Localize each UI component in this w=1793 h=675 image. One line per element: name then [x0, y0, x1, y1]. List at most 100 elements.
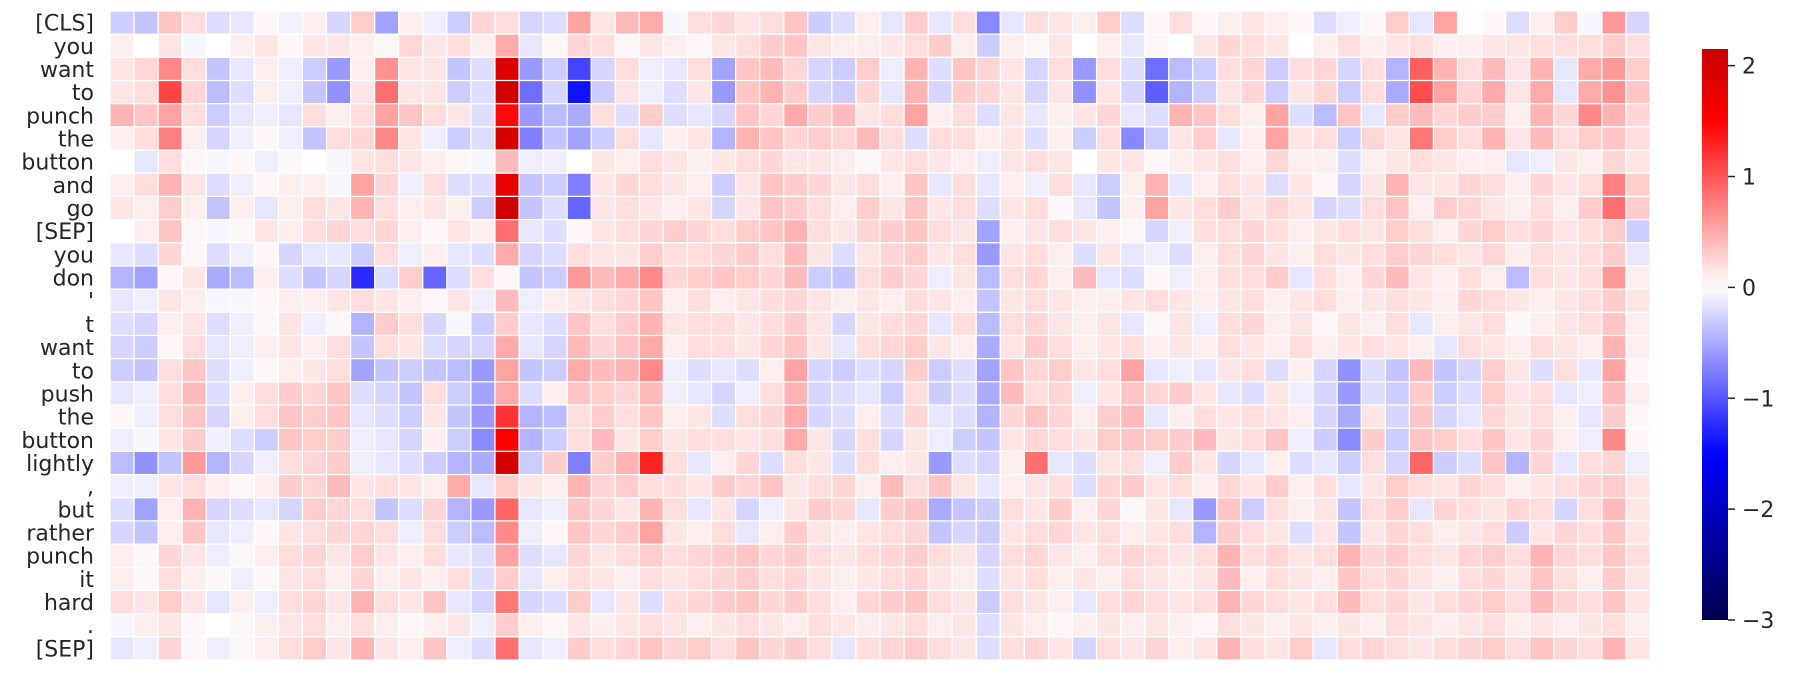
heatmap-cell: [855, 10, 881, 35]
heatmap-cell: [735, 589, 761, 615]
heatmap-cell: [229, 56, 255, 82]
heatmap-cell: [614, 566, 640, 592]
heatmap-cell: [470, 311, 496, 337]
heatmap-cell: [350, 149, 376, 174]
heatmap-cell: [446, 450, 472, 476]
heatmap-cell: [1192, 195, 1218, 221]
heatmap-cell: [374, 311, 400, 337]
heatmap-cell: [735, 219, 761, 244]
heatmap-cell: [1505, 219, 1531, 244]
heatmap-cell: [999, 79, 1025, 105]
heatmap-cell: [1216, 195, 1242, 221]
heatmap-cell: [710, 381, 737, 406]
heatmap-cell: [253, 242, 280, 267]
heatmap-cell: [566, 381, 592, 406]
heatmap-cell: [1625, 450, 1651, 476]
heatmap-cell: [542, 10, 568, 35]
row-label: but: [57, 498, 94, 523]
heatmap-cell: [590, 404, 616, 429]
heatmap-cell: [301, 79, 328, 105]
heatmap-cell: [494, 334, 520, 360]
heatmap-cell: [325, 195, 352, 221]
heatmap-cell: [181, 10, 207, 35]
heatmap-cell: [951, 358, 977, 383]
heatmap-cell: [1168, 334, 1194, 360]
heatmap-cell: [566, 10, 592, 35]
heatmap-cell: [590, 79, 616, 105]
heatmap-cell: [686, 450, 713, 476]
heatmap-cell: [1625, 56, 1651, 82]
row-label: push: [41, 382, 94, 407]
heatmap-cell: [735, 56, 761, 82]
heatmap-cell: [590, 450, 616, 476]
heatmap-cell: [205, 497, 231, 522]
heatmap-cell: [1505, 636, 1531, 661]
heatmap-cell: [1408, 427, 1435, 452]
heatmap-cell: [566, 219, 592, 244]
heatmap-cell: [350, 450, 376, 476]
heatmap-cell: [1312, 56, 1338, 82]
heatmap-cell: [1144, 613, 1170, 638]
heatmap-cell: [735, 427, 761, 452]
heatmap-cell: [951, 497, 977, 522]
heatmap-cell: [494, 427, 520, 452]
heatmap-cell: [133, 10, 159, 35]
heatmap-cell: [133, 381, 159, 406]
heatmap-cell: [903, 450, 929, 476]
heatmap-cell: [1577, 149, 1603, 174]
heatmap-cell: [1288, 103, 1314, 128]
heatmap-cell: [1601, 103, 1627, 128]
heatmap-cell: [927, 589, 953, 615]
heatmap-cell: [1360, 265, 1386, 290]
heatmap-cell: [1601, 427, 1627, 452]
heatmap-cell: [975, 613, 1001, 638]
heatmap-cell: [1480, 288, 1507, 313]
heatmap-cell: [229, 543, 255, 568]
heatmap-cell: [566, 497, 592, 522]
heatmap-cell: [927, 613, 953, 638]
heatmap-cell: [1288, 10, 1314, 35]
heatmap-cell: [1625, 242, 1651, 267]
heatmap-cell: [1384, 172, 1410, 198]
heatmap-cell: [590, 149, 616, 174]
heatmap-cell: [1529, 172, 1555, 198]
heatmap-cell: [975, 172, 1001, 198]
heatmap-cell: [638, 589, 665, 615]
heatmap-cell: [374, 520, 400, 545]
heatmap-cell: [1047, 265, 1074, 290]
heatmap-cell: [566, 288, 592, 313]
heatmap-cell: [1625, 219, 1651, 244]
heatmap-cell: [903, 520, 929, 545]
heatmap-cell: [662, 56, 689, 82]
row-label: [SEP]: [36, 637, 94, 662]
heatmap-cell: [1505, 427, 1531, 452]
heatmap-cell: [1505, 613, 1531, 638]
heatmap-cell: [807, 427, 833, 452]
heatmap-cell: [735, 636, 761, 661]
heatmap-cell: [253, 589, 280, 615]
heatmap-cell: [662, 427, 689, 452]
heatmap-cell: [638, 543, 665, 568]
heatmap-cell: [1071, 10, 1098, 35]
heatmap-cell: [1384, 613, 1410, 638]
heatmap-cell: [422, 219, 448, 244]
heatmap-cell: [1577, 311, 1603, 337]
heatmap-cell: [1553, 381, 1579, 406]
heatmap-cell: [1384, 79, 1410, 105]
heatmap-cell: [1480, 79, 1507, 105]
heatmap-cell: [446, 589, 472, 615]
heatmap-cell: [1192, 589, 1218, 615]
heatmap-cell: [1071, 265, 1098, 290]
heatmap-cell: [1432, 195, 1459, 221]
heatmap-cell: [903, 288, 929, 313]
heatmap-cell: [975, 195, 1001, 221]
heatmap-cell: [1408, 636, 1435, 661]
heatmap-cell: [1384, 242, 1410, 267]
heatmap-cell: [1336, 566, 1362, 592]
heatmap-cell: [1095, 195, 1122, 221]
heatmap-cell: [1192, 358, 1218, 383]
heatmap-cell: [422, 381, 448, 406]
heatmap-cell: [903, 149, 929, 174]
heatmap-cell: [759, 450, 785, 476]
heatmap-cell: [1601, 636, 1627, 661]
